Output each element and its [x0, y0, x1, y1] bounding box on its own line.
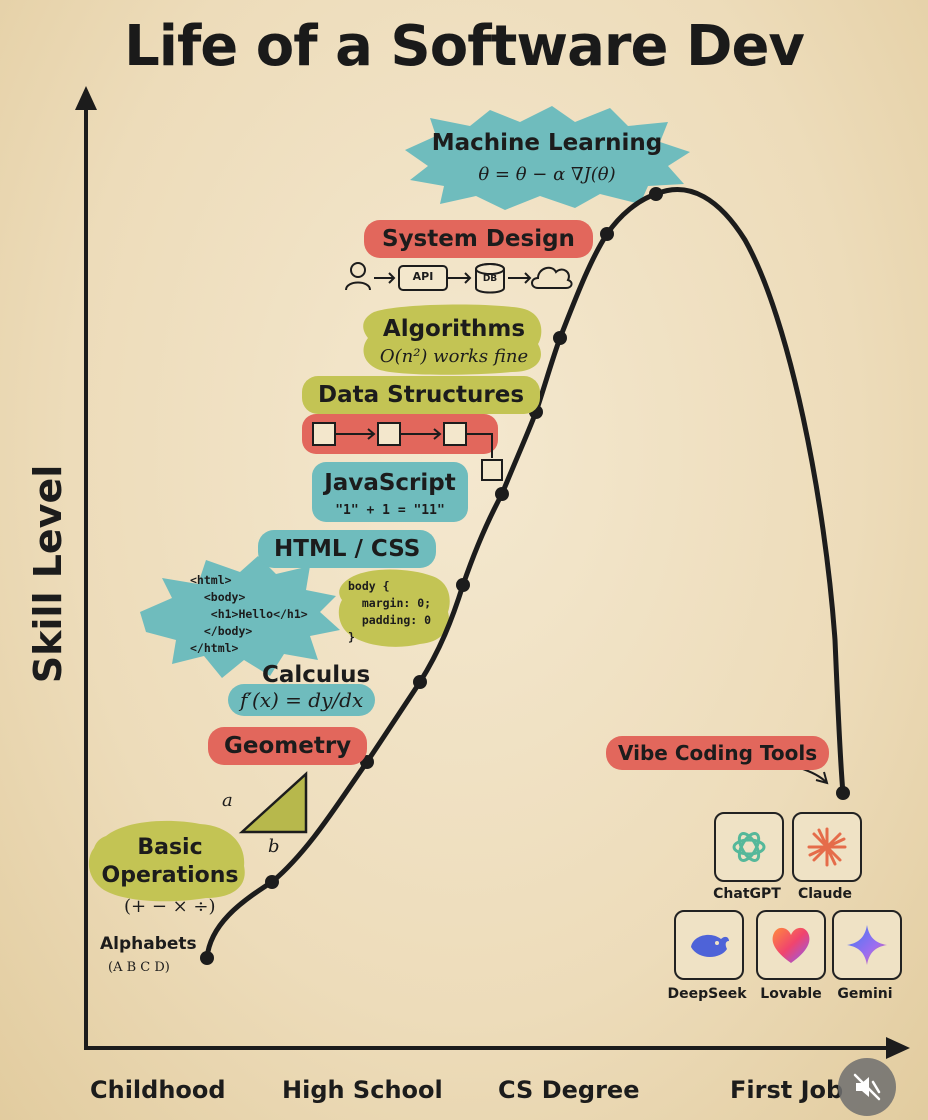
label-system-design: System Design [364, 220, 593, 258]
y-axis-arrow [75, 86, 97, 110]
diagram-api-label: API [412, 270, 434, 283]
x-axis-arrow [886, 1037, 910, 1059]
code-css: body { margin: 0; padding: 0 } [348, 579, 432, 644]
gemini-icon [832, 910, 902, 980]
sub-javascript: "1" + 1 = "11" [335, 503, 445, 518]
tool-deepseek: DeepSeek [667, 986, 747, 1002]
marker-vibe [836, 786, 850, 800]
tool-claude: Claude [797, 886, 852, 902]
curve-markers [200, 187, 850, 965]
marker-calculus [413, 675, 427, 689]
linked-list-arrows [335, 428, 493, 458]
label-data-structures: Data Structures [302, 376, 541, 414]
marker-algorithms [553, 331, 567, 345]
label-vibe: Vibe Coding Tools [606, 736, 830, 770]
sub-ml: θ = θ − α ∇J(θ) [478, 164, 616, 185]
label-javascript: JavaScript [324, 470, 456, 496]
geometry-side-b: b [268, 836, 280, 857]
html-starburst [140, 556, 340, 678]
marker-html [456, 578, 470, 592]
system-design-diagram [345, 262, 573, 294]
sub-algorithms: O(n²) works fine [379, 346, 529, 367]
marker-javascript [495, 487, 509, 501]
sub-alphabets: (A B C D) [108, 960, 170, 975]
algorithms-blob [363, 304, 542, 375]
mute-icon[interactable] [838, 1058, 896, 1116]
marker-ml [649, 187, 663, 201]
label-html-css: HTML / CSS [258, 530, 437, 568]
geometry-side-a: a [222, 790, 233, 811]
chart-title: Life of a Software Dev [124, 14, 805, 79]
javascript-box [312, 462, 468, 522]
ml-starburst [405, 106, 690, 210]
css-blob [338, 569, 450, 647]
label-geometry: Geometry [208, 727, 368, 765]
lovable-icon [756, 910, 826, 980]
label-calculus: Calculus [262, 662, 371, 688]
deepseek-icon [674, 910, 744, 980]
sub-calculus: f′(x) = dy/dx [228, 684, 376, 716]
marker-alphabets [200, 951, 214, 965]
basic-ops-blob [88, 820, 245, 902]
code-html: <html> <body> <h1>Hello</h1> </body> </h… [190, 573, 308, 655]
claude-icon [792, 812, 862, 882]
sub-basic-ops: (+ − × ÷) [124, 896, 216, 917]
vibe-arrow [799, 767, 827, 783]
tool-lovable: Lovable [760, 986, 822, 1002]
label-ml: Machine Learning [431, 130, 663, 156]
tool-chatgpt: ChatGPT [713, 886, 781, 902]
tool-gemini: Gemini [837, 986, 893, 1002]
chatgpt-icon [714, 812, 784, 882]
x-tick-high-school: High School [282, 1076, 443, 1104]
x-tick-first-job: First Job [730, 1076, 844, 1104]
marker-basic-ops [265, 875, 279, 889]
x-tick-cs-degree: CS Degree [498, 1076, 640, 1104]
geometry-triangle [238, 771, 308, 834]
marker-system-design [600, 227, 614, 241]
label-algorithms: Algorithms [382, 316, 526, 342]
diagram-db-label: DB [482, 274, 498, 284]
x-tick-childhood: Childhood [90, 1076, 226, 1104]
label-basic-ops: Basic Operations [101, 835, 239, 888]
label-alphabets: Alphabets [100, 934, 197, 954]
